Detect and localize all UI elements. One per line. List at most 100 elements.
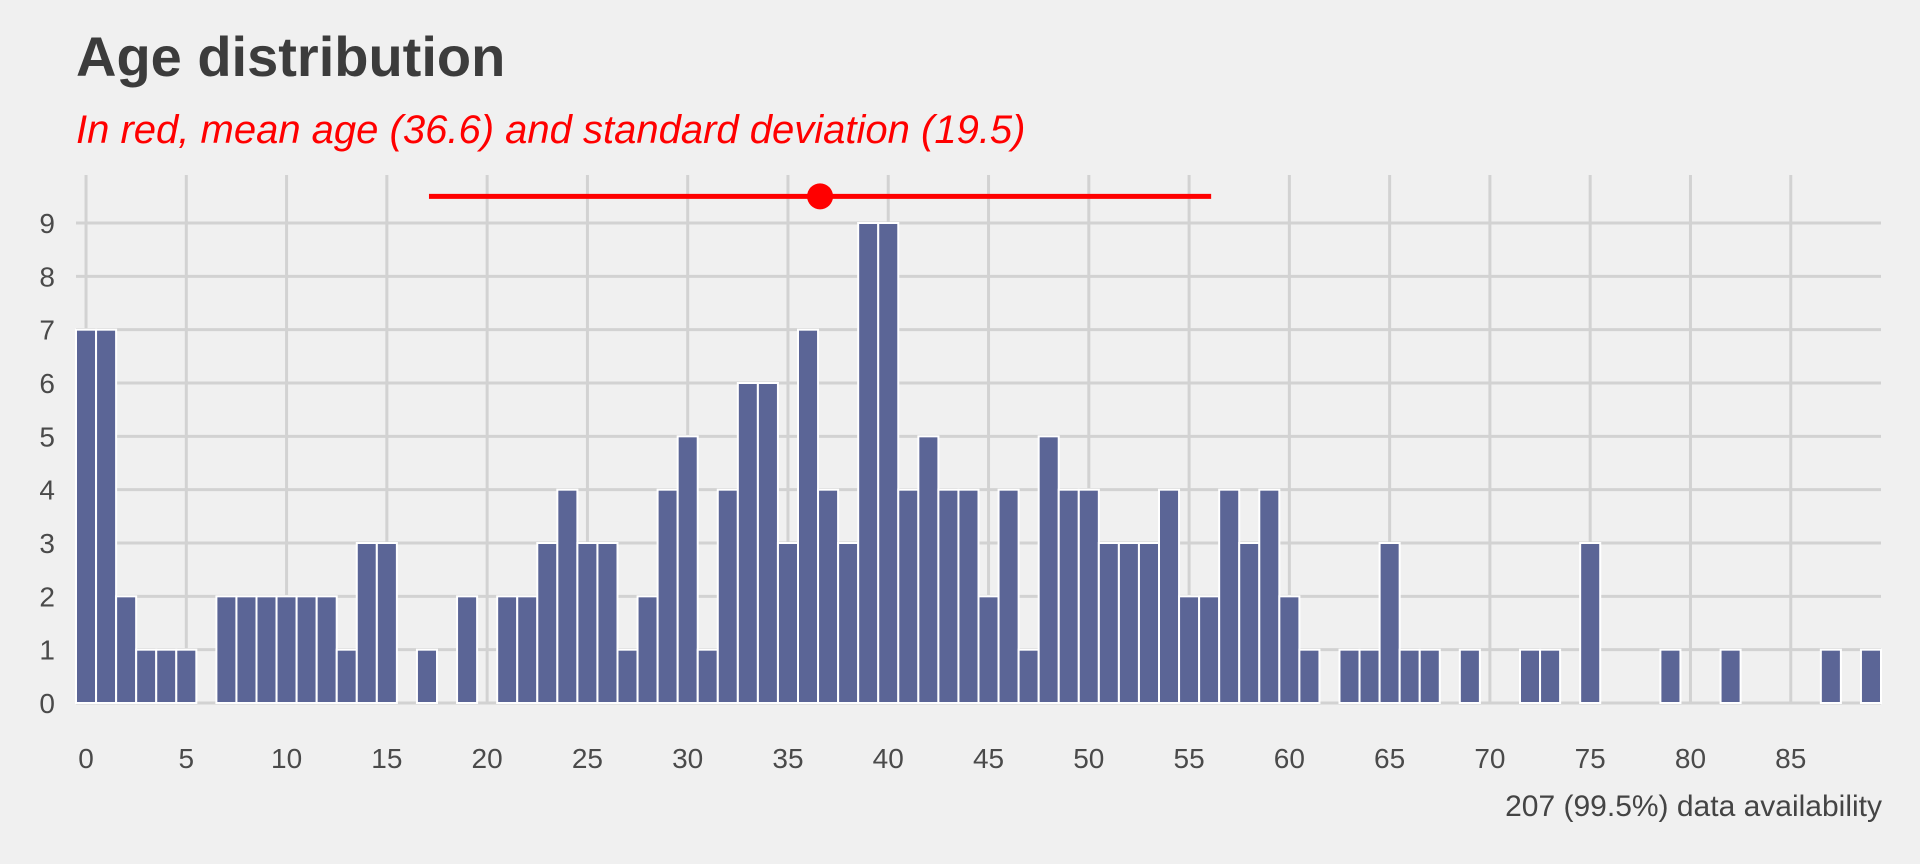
x-axis-ticks: 0 5 10 15 20 25 30 35 40 45 50 55 60 65 70 75 80 85: [78, 743, 1806, 774]
bar-age-47: [1017, 648, 1040, 705]
bar-age-59: [1258, 488, 1281, 704]
bar-age-17: [415, 648, 439, 705]
x-tick-label: 85: [1775, 743, 1806, 774]
bar-age-67: [1418, 648, 1441, 705]
bar-age-53: [1137, 542, 1161, 704]
chart-subtitle: In red, mean age (36.6) and standard dev…: [76, 108, 1026, 152]
x-tick-label: 35: [772, 743, 803, 774]
bar-age-1: [95, 328, 118, 704]
y-tick-label: 9: [39, 208, 55, 239]
bar-age-34: [756, 382, 779, 704]
bar-age-69: [1458, 648, 1481, 705]
bar-age-8: [235, 595, 258, 704]
bar-age-7: [215, 595, 238, 704]
bar-age-39: [857, 222, 880, 704]
bar-age-43: [937, 488, 960, 704]
bar-age-46: [997, 488, 1020, 704]
bar-age-63: [1338, 648, 1361, 705]
bar-age-51: [1097, 542, 1120, 704]
mean-sd-annotation: [428, 183, 1212, 210]
bar-age-2: [115, 595, 138, 704]
x-tick-label: 0: [78, 743, 94, 774]
x-tick-label: 20: [472, 743, 503, 774]
bar-age-30: [676, 435, 699, 704]
bar-age-42: [917, 435, 940, 704]
bar-age-24: [556, 488, 579, 704]
bar-age-19: [456, 595, 479, 704]
bar-age-49: [1057, 488, 1080, 704]
bar-age-28: [636, 595, 659, 704]
bar-age-57: [1218, 488, 1241, 704]
bar-age-36: [797, 328, 820, 704]
y-tick-label: 2: [39, 581, 55, 612]
bar-age-66: [1398, 648, 1421, 705]
bar-age-3: [135, 648, 158, 705]
bar-age-37: [817, 488, 840, 704]
x-tick-label: 70: [1474, 743, 1505, 774]
bar-age-41: [897, 488, 920, 704]
bars: [75, 222, 1883, 705]
x-tick-label: 55: [1174, 743, 1205, 774]
bar-age-31: [696, 648, 719, 705]
bar-age-9: [255, 595, 278, 704]
bar-age-45: [977, 595, 1000, 704]
bar-age-54: [1158, 488, 1181, 704]
bar-age-61: [1298, 648, 1321, 705]
x-tick-label: 5: [179, 743, 195, 774]
bar-age-21: [496, 595, 519, 704]
y-tick-label: 7: [39, 315, 55, 346]
bar-age-22: [516, 595, 539, 704]
bar-age-4: [155, 648, 178, 705]
bar-age-12: [315, 595, 338, 704]
bar-age-87: [1819, 648, 1842, 705]
bar-age-29: [656, 488, 679, 704]
x-tick-label: 15: [371, 743, 402, 774]
bar-age-13: [335, 648, 358, 705]
bar-age-35: [776, 542, 800, 704]
bar-age-40: [877, 222, 900, 704]
chart-title: Age distribution: [76, 25, 506, 88]
x-tick-label: 25: [572, 743, 603, 774]
bar-age-11: [295, 595, 318, 704]
y-tick-label: 4: [39, 475, 55, 506]
x-tick-label: 60: [1274, 743, 1305, 774]
x-tick-label: 40: [873, 743, 904, 774]
bar-age-72: [1519, 648, 1542, 705]
bar-age-23: [536, 542, 559, 704]
bar-age-27: [616, 648, 639, 705]
x-tick-label: 30: [672, 743, 703, 774]
bar-age-14: [355, 542, 378, 704]
bar-age-25: [576, 542, 599, 704]
bar-age-55: [1178, 595, 1201, 704]
bar-age-79: [1659, 648, 1682, 705]
bar-age-65: [1378, 542, 1401, 704]
bar-age-5: [175, 648, 198, 705]
y-tick-label: 5: [39, 421, 55, 452]
x-tick-label: 50: [1073, 743, 1104, 774]
bar-age-64: [1358, 648, 1381, 705]
bar-age-44: [957, 488, 980, 704]
y-tick-label: 6: [39, 368, 55, 399]
x-tick-label: 10: [271, 743, 302, 774]
bar-age-82: [1719, 648, 1742, 705]
bar-age-15: [375, 542, 398, 704]
bar-age-56: [1198, 595, 1221, 704]
bar-age-73: [1539, 648, 1562, 705]
bar-age-50: [1077, 488, 1100, 704]
x-tick-label: 80: [1675, 743, 1706, 774]
bar-age-26: [596, 542, 619, 704]
mean-point: [807, 183, 834, 210]
bar-age-52: [1117, 542, 1140, 704]
x-tick-label: 75: [1575, 743, 1606, 774]
bar-age-48: [1037, 435, 1060, 704]
y-tick-label: 1: [39, 635, 55, 666]
bar-age-32: [716, 488, 739, 704]
y-tick-label: 0: [39, 688, 55, 719]
bar-age-60: [1278, 595, 1301, 704]
bar-age-89: [1859, 648, 1883, 705]
bar-age-33: [736, 382, 759, 704]
bar-age-38: [837, 542, 860, 704]
bar-age-0: [75, 328, 98, 704]
y-tick-label: 8: [39, 261, 55, 292]
